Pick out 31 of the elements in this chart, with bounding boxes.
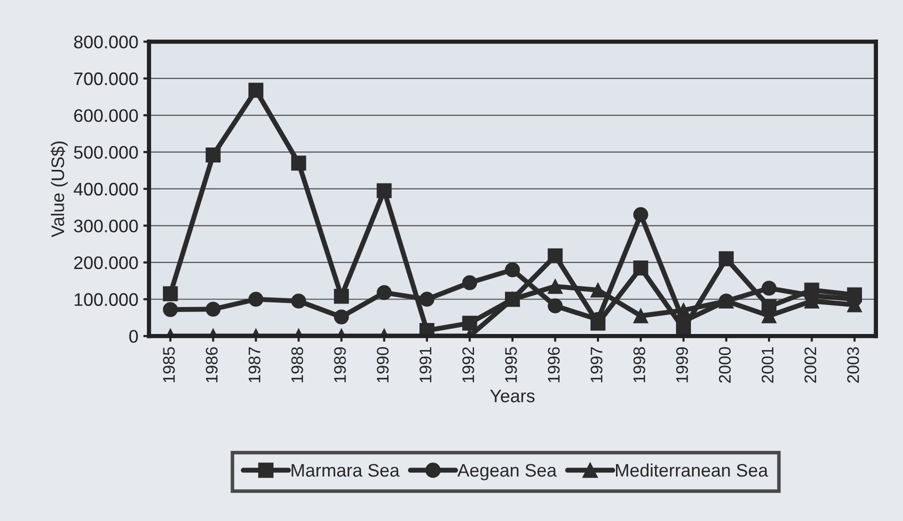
x-tick-label: 2002 [804,347,816,383]
x-tick-label: 2003 [847,347,860,383]
y-tick-label: 500.000 [74,146,138,159]
x-tick-label: 2001 [762,347,774,383]
legend-label: Aegean Sea [457,464,557,480]
x-tick-label: 1985 [163,347,175,382]
x-tick-label: 1997 [590,347,602,382]
x-tick-label: 1987 [248,347,260,382]
x-tick-label: 1996 [548,347,560,382]
y-tick-label: 800.000 [74,36,138,48]
y-tick-label: 200.000 [74,256,138,270]
y-tick-label: 700.000 [74,72,138,86]
x-tick-label: 1989 [334,347,346,382]
legend-label: Marmara Sea [292,464,400,477]
x-tick-label: 1990 [376,347,389,382]
x-tick-label: 1998 [633,347,646,382]
x-tick-label: 1992 [462,347,474,382]
x-tick-label: 1986 [206,347,218,382]
x-tick-label: 1999 [676,347,688,382]
y-tick-label: 100.000 [74,293,138,306]
y-tick-label: 0 [129,330,138,343]
x-tick-label: 1995 [505,347,517,382]
y-tick-label: 300.000 [74,220,138,232]
x-tick-label: 1988 [291,347,304,382]
y-tick-label: 400.000 [74,182,138,196]
y-axis-title: Value (US$) [50,141,68,238]
x-tick-label: 2000 [718,347,731,383]
y-tick-label: 600.000 [74,109,138,122]
legend-label: Mediterranean Sea [616,463,768,477]
x-axis-title: Years [490,390,535,402]
x-tick-label: 1991 [420,347,432,382]
